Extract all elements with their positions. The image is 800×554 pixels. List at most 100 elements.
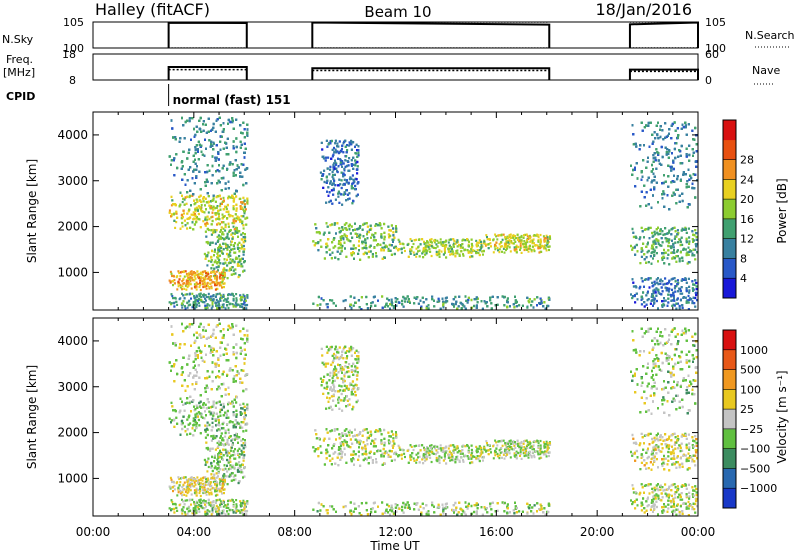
rti-cell: [430, 244, 433, 248]
rti-cell: [204, 304, 207, 307]
rti-cell: [198, 273, 201, 276]
rti-cell: [217, 209, 220, 212]
rti-cell: [222, 122, 225, 125]
rti-cell: [204, 218, 207, 221]
rti-cell: [230, 240, 233, 243]
rti-cell: [184, 284, 187, 287]
rti-cell: [244, 299, 247, 302]
rti-cell: [354, 222, 356, 225]
rti-cell: [519, 248, 521, 251]
rti-cell: [362, 235, 365, 238]
rti-cell: [170, 163, 172, 166]
rti-cell: [215, 195, 218, 199]
rti-cell: [217, 261, 220, 264]
rti-cell: [212, 228, 215, 232]
rti-cell: [341, 226, 344, 229]
rti-cell: [170, 195, 173, 198]
rti-cell: [194, 210, 197, 213]
rti-cell: [521, 304, 524, 307]
rti-cell: [210, 140, 213, 143]
rti-cell: [381, 306, 384, 309]
rti-cell: [243, 297, 246, 300]
rti-cell: [367, 256, 370, 259]
rti-cell: [187, 210, 190, 213]
rti-cell: [216, 169, 219, 172]
rti-cell: [239, 124, 242, 127]
rti-cell: [222, 278, 225, 281]
rti-cell: [531, 300, 534, 303]
rti-cell: [214, 301, 217, 304]
rti-cell: [243, 212, 246, 215]
rti-cell: [192, 271, 195, 274]
rti-cell: [199, 292, 202, 295]
rti-cell: [457, 305, 460, 308]
rti-cell: [436, 239, 439, 242]
rti-cell: [217, 282, 220, 285]
rti-cell: [350, 247, 353, 250]
rti-cell: [514, 235, 516, 238]
rti-cell: [195, 283, 198, 286]
rti-cell: [227, 210, 230, 213]
rti-cell: [217, 234, 220, 237]
rti-cell: [352, 304, 355, 307]
rti-cell: [173, 282, 176, 285]
rti-cell: [235, 299, 238, 302]
rti-cell: [390, 224, 393, 227]
rti-cell: [238, 274, 241, 277]
rti-cell: [364, 238, 367, 242]
rti-cell: [235, 195, 238, 198]
rti-cell: [441, 297, 444, 300]
rti-cell: [443, 249, 446, 252]
rti-cell: [437, 241, 440, 244]
freq-label-2: [MHz]: [3, 66, 35, 79]
rti-cell: [204, 216, 207, 219]
rti-cell: [183, 219, 186, 222]
rti-cell: [244, 238, 246, 241]
rti-cell: [172, 203, 174, 206]
rti-cell: [180, 217, 183, 220]
rti-cell: [175, 153, 178, 156]
rti-cell: [206, 304, 209, 307]
rti-cell: [500, 234, 503, 237]
rti-cell: [194, 277, 197, 280]
rti-cell: [181, 285, 184, 288]
rti-cell: [207, 295, 210, 298]
rti-cell: [214, 159, 217, 162]
rti-cell: [219, 262, 222, 265]
rti-cell: [197, 301, 200, 305]
rti-cell: [227, 195, 230, 198]
rti-cell: [519, 244, 522, 247]
rti-cell: [216, 256, 219, 259]
rti-cell: [468, 240, 470, 243]
rti-cell: [366, 225, 369, 228]
rti-cell: [198, 195, 201, 199]
rti-cell: [320, 297, 323, 300]
freq-tick-label: 18: [62, 48, 76, 61]
rti-cell: [190, 287, 193, 290]
nave-tick-label: 60: [705, 48, 719, 61]
rti-cell: [483, 300, 486, 303]
rti-cell: [218, 170, 221, 173]
rti-cell: [435, 243, 438, 246]
rti-cell: [374, 232, 377, 235]
rti-cell: [210, 216, 213, 219]
rti-cell: [238, 255, 241, 258]
rti-cell: [203, 252, 206, 256]
rti-cell: [546, 241, 549, 244]
rti-cell: [409, 301, 411, 304]
rti-cell: [244, 168, 247, 171]
rti-cell: [330, 223, 333, 226]
rti-cell: [384, 256, 386, 259]
rti-cell: [230, 233, 233, 236]
rti-cell: [210, 259, 213, 262]
rti-cell: [362, 223, 365, 226]
rti-cell: [331, 241, 334, 244]
rti-cell: [340, 238, 342, 241]
rti-cell: [392, 234, 395, 237]
rti-cell: [438, 249, 441, 252]
rti-cell: [209, 145, 212, 148]
rti-cell: [179, 227, 182, 230]
rti-cell: [204, 204, 206, 207]
rti-cell: [442, 244, 445, 247]
rti-cell: [229, 250, 231, 253]
